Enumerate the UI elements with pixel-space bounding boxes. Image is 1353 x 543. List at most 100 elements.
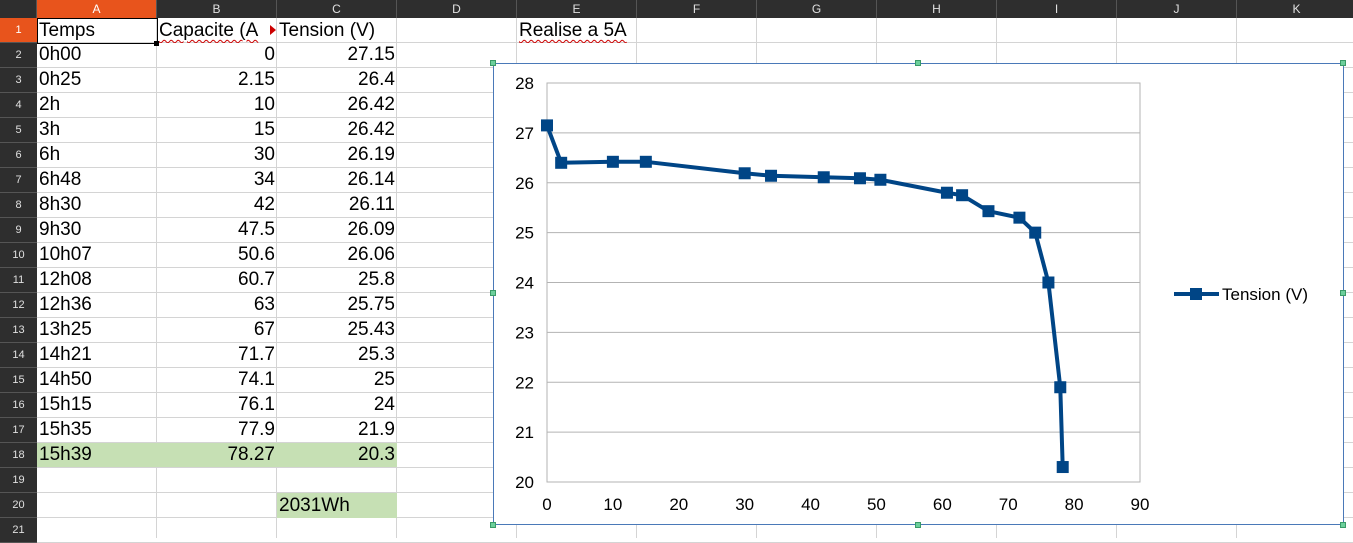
- cell-C1[interactable]: Tension (V): [277, 18, 397, 43]
- cell-C9[interactable]: 26.09: [347, 219, 395, 240]
- cell-C5[interactable]: 26.42: [347, 119, 395, 140]
- cell-A6[interactable]: 6h: [39, 144, 61, 165]
- resize-handle-ml[interactable]: [490, 290, 496, 296]
- column-header-d[interactable]: D: [397, 0, 517, 18]
- cell-C12[interactable]: 25.75: [347, 294, 395, 315]
- cell-A1[interactable]: Temps: [37, 18, 157, 43]
- cell-C11[interactable]: 25.8: [358, 269, 395, 290]
- row-header-9[interactable]: 9: [0, 218, 37, 243]
- resize-handle-bm[interactable]: [915, 522, 921, 528]
- cell-C4[interactable]: 26.42: [347, 94, 395, 115]
- fill-handle[interactable]: [154, 41, 159, 46]
- cell-A13[interactable]: 13h25: [39, 319, 92, 340]
- cell-A15[interactable]: 14h50: [39, 369, 92, 390]
- chart-object[interactable]: 20 21 22 23 24 25 26 27 28 0 10 20 30 40 50 60 70 80 90 Ten…: [493, 63, 1344, 525]
- cell-C15[interactable]: 25: [373, 369, 395, 390]
- cell-C6[interactable]: 26.19: [347, 144, 395, 165]
- cell-A12[interactable]: 12h36: [39, 294, 92, 315]
- column-header-b[interactable]: B: [157, 0, 277, 18]
- column-header-h[interactable]: H: [877, 0, 997, 18]
- cell-A2[interactable]: 0h00: [39, 44, 82, 65]
- row-header-21[interactable]: 21: [0, 518, 37, 543]
- resize-handle-bl[interactable]: [490, 522, 496, 528]
- cell-C18[interactable]: 20.3: [277, 443, 397, 467]
- row-header-5[interactable]: 5: [0, 118, 37, 143]
- cell-B15[interactable]: 74.1: [238, 369, 275, 390]
- row-header-4[interactable]: 4: [0, 93, 37, 118]
- column-header-c[interactable]: C: [277, 0, 397, 18]
- row-header-10[interactable]: 10: [0, 243, 37, 268]
- column-header-a[interactable]: A: [37, 0, 157, 18]
- cell-A5[interactable]: 3h: [39, 119, 61, 140]
- column-header-f[interactable]: F: [637, 0, 757, 18]
- row-header-1[interactable]: 1: [0, 18, 37, 43]
- cell-A3[interactable]: 0h25: [39, 69, 82, 90]
- cell-C10[interactable]: 26.06: [347, 244, 395, 265]
- cell-C20[interactable]: 2031Wh: [277, 493, 397, 518]
- row-header-13[interactable]: 13: [0, 318, 37, 343]
- cell-A11[interactable]: 12h08: [39, 269, 92, 290]
- cell-C13[interactable]: 25.43: [347, 319, 395, 340]
- row-header-15[interactable]: 15: [0, 368, 37, 393]
- column-header-j[interactable]: J: [1117, 0, 1237, 18]
- row-header-8[interactable]: 8: [0, 193, 37, 218]
- cell-C17[interactable]: 21.9: [358, 419, 395, 440]
- row-header-11[interactable]: 11: [0, 268, 37, 293]
- resize-handle-mr[interactable]: [1340, 290, 1346, 296]
- select-all-corner[interactable]: [0, 0, 37, 18]
- cell-C16[interactable]: 24: [373, 394, 395, 415]
- cell-A4[interactable]: 2h: [39, 94, 61, 115]
- column-header-i[interactable]: I: [997, 0, 1117, 18]
- cell-B3[interactable]: 2.15: [238, 69, 275, 90]
- cell-B2[interactable]: 0: [264, 44, 275, 65]
- cell-A9[interactable]: 9h30: [39, 219, 82, 240]
- row-header-3[interactable]: 3: [0, 68, 37, 93]
- cell-B6[interactable]: 30: [253, 144, 275, 165]
- cell-E1[interactable]: Realise a 5A: [517, 18, 757, 43]
- column-header-g[interactable]: G: [757, 0, 877, 18]
- cell-C3[interactable]: 26.4: [358, 69, 395, 90]
- cell-B4[interactable]: 10: [253, 94, 275, 115]
- cell-B18[interactable]: 78.27: [157, 443, 277, 467]
- row-header-12[interactable]: 12: [0, 293, 37, 318]
- row-header-20[interactable]: 20: [0, 493, 37, 518]
- cell-B14[interactable]: 71.7: [238, 344, 275, 365]
- cell-C7[interactable]: 26.14: [347, 169, 395, 190]
- cell-C8[interactable]: 26.11: [348, 194, 395, 215]
- resize-handle-tm[interactable]: [915, 60, 921, 66]
- cell-A18[interactable]: 15h39: [37, 443, 157, 467]
- cell-B17[interactable]: 77.9: [238, 419, 275, 440]
- cell-B12[interactable]: 63: [253, 294, 275, 315]
- cell-A7[interactable]: 6h48: [39, 169, 82, 190]
- row-header-2[interactable]: 2: [0, 43, 37, 68]
- row-header-7[interactable]: 7: [0, 168, 37, 193]
- row-header-19[interactable]: 19: [0, 468, 37, 493]
- cell-B11[interactable]: 60.7: [238, 269, 275, 290]
- cell-B13[interactable]: 67: [253, 319, 275, 340]
- cell-C2[interactable]: 27.15: [347, 44, 395, 65]
- row-header-18[interactable]: 18: [0, 443, 37, 468]
- row-header-16[interactable]: 16: [0, 393, 37, 418]
- cell-A17[interactable]: 15h35: [39, 419, 92, 440]
- row-header-14[interactable]: 14: [0, 343, 37, 368]
- column-header-k[interactable]: K: [1237, 0, 1353, 18]
- resize-handle-br[interactable]: [1340, 522, 1346, 528]
- row-header-6[interactable]: 6: [0, 143, 37, 168]
- cell-A8[interactable]: 8h30: [39, 194, 82, 215]
- cell-A16[interactable]: 15h15: [39, 394, 92, 415]
- cell-C14[interactable]: 25.3: [358, 344, 395, 365]
- cell-A14[interactable]: 14h21: [39, 344, 92, 365]
- cell-B8[interactable]: 42: [253, 194, 275, 215]
- cell-B5[interactable]: 15: [253, 119, 275, 140]
- cell-B9[interactable]: 47.5: [238, 219, 275, 240]
- row-header-17[interactable]: 17: [0, 418, 37, 443]
- resize-handle-tr[interactable]: [1340, 60, 1346, 66]
- cell-B10[interactable]: 50.6: [238, 244, 275, 265]
- resize-handle-tl[interactable]: [490, 60, 496, 66]
- column-header-e[interactable]: E: [517, 0, 637, 18]
- cell-B1[interactable]: Capacite (A: [157, 18, 277, 43]
- cell-B7[interactable]: 34: [253, 169, 275, 190]
- cell-A10[interactable]: 10h07: [39, 244, 92, 265]
- cell-B16[interactable]: 76.1: [238, 394, 275, 415]
